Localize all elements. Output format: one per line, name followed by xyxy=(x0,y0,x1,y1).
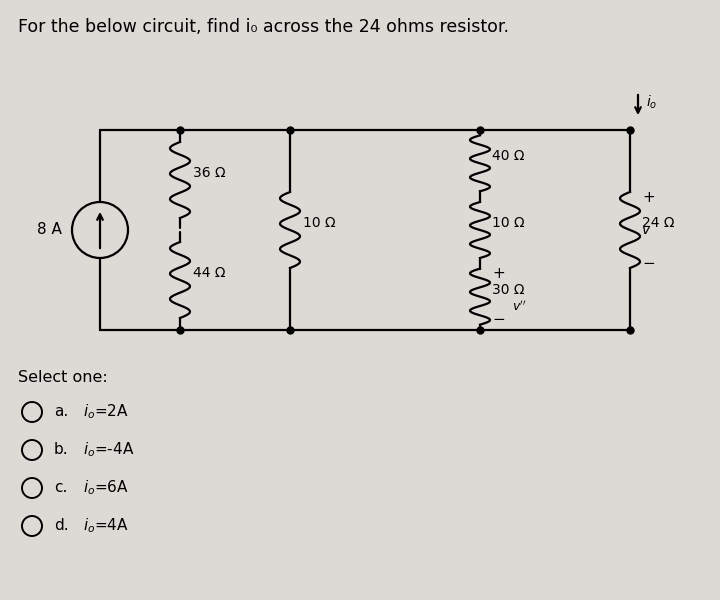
Text: +: + xyxy=(642,190,654,205)
Text: 40 Ω: 40 Ω xyxy=(492,149,524,163)
Text: 44 Ω: 44 Ω xyxy=(193,266,225,280)
Text: Select one:: Select one: xyxy=(18,370,108,385)
Text: −: − xyxy=(492,312,505,327)
Text: b.: b. xyxy=(54,443,68,457)
Text: $i_o$=2A: $i_o$=2A xyxy=(83,403,129,421)
Text: $i_o$=6A: $i_o$=6A xyxy=(83,479,129,497)
Text: $i_o$=-4A: $i_o$=-4A xyxy=(83,440,135,460)
Text: 10 Ω: 10 Ω xyxy=(303,216,336,230)
Text: a.: a. xyxy=(54,404,68,419)
Text: 24 Ω: 24 Ω xyxy=(642,216,675,230)
Text: $i_o$: $i_o$ xyxy=(646,93,657,110)
Text: $v''$: $v''$ xyxy=(512,299,526,314)
Text: +: + xyxy=(492,266,505,281)
Text: v: v xyxy=(642,223,650,237)
Text: For the below circuit, find i₀ across the 24 ohms resistor.: For the below circuit, find i₀ across th… xyxy=(18,18,509,36)
Text: 10 Ω: 10 Ω xyxy=(492,216,525,230)
Text: 8 A: 8 A xyxy=(37,223,62,238)
Text: $i_o$=4A: $i_o$=4A xyxy=(83,517,129,535)
Text: 30 Ω: 30 Ω xyxy=(492,283,524,296)
Text: −: − xyxy=(642,256,654,271)
Text: d.: d. xyxy=(54,518,68,533)
Text: c.: c. xyxy=(54,481,68,496)
Text: 36 Ω: 36 Ω xyxy=(193,166,225,180)
